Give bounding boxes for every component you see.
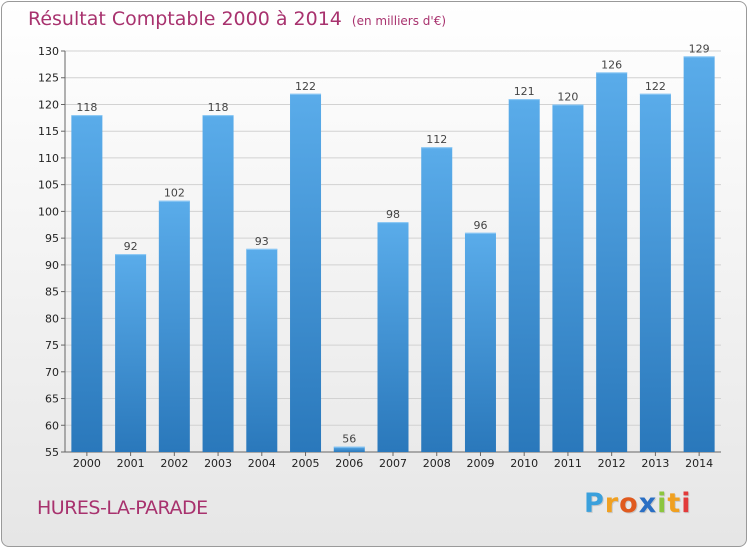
y-tick-label: 100 — [38, 205, 59, 218]
chart-title: Résultat Comptable 2000 à 2014 (en millie… — [28, 8, 446, 30]
y-tick-label: 130 — [38, 45, 59, 58]
x-tick-label: 2010 — [510, 457, 538, 470]
bar — [464, 232, 496, 452]
y-tick-label: 95 — [45, 232, 59, 245]
x-tick-label: 2000 — [73, 457, 101, 470]
x-tick-label: 2008 — [423, 457, 451, 470]
y-tick-label: 85 — [45, 286, 59, 299]
bar-value-label: 122 — [295, 80, 316, 93]
logo-letter: i — [657, 488, 668, 519]
x-tick-label: 2014 — [685, 457, 713, 470]
bar-value-label: 121 — [514, 85, 535, 98]
x-tick-label: 2012 — [598, 457, 626, 470]
bar — [71, 115, 103, 452]
y-tick-label: 115 — [38, 125, 59, 138]
y-tick-label: 75 — [45, 339, 59, 352]
y-tick-label: 125 — [38, 72, 59, 85]
bar-value-label: 112 — [426, 133, 447, 146]
bar-value-label: 98 — [386, 208, 400, 221]
bar-value-label: 118 — [208, 101, 229, 114]
commune-name: HURES-LA-PARADE — [37, 497, 208, 519]
y-tick-label: 110 — [38, 152, 59, 165]
proxiti-logo: Proxiti — [584, 488, 692, 519]
chart-title-text: Résultat Comptable 2000 à 2014 — [28, 8, 342, 30]
x-tick-label: 2011 — [554, 457, 582, 470]
bar — [596, 72, 628, 453]
bar — [115, 254, 147, 452]
bar — [421, 147, 453, 453]
x-tick-label: 2002 — [160, 457, 188, 470]
bar-value-label: 93 — [255, 235, 269, 248]
bar-value-label: 126 — [601, 58, 622, 71]
logo-letter: i — [681, 488, 692, 519]
bar-value-label: 122 — [645, 80, 666, 93]
bar — [158, 200, 190, 452]
bar-value-label: 129 — [689, 42, 710, 55]
logo-letter: r — [604, 488, 620, 519]
x-tick-label: 2006 — [335, 457, 363, 470]
x-tick-label: 2005 — [292, 457, 320, 470]
bar — [377, 222, 409, 452]
bar — [290, 93, 322, 453]
bar — [639, 93, 671, 453]
bar-value-label: 118 — [76, 101, 97, 114]
bar-value-label: 56 — [342, 433, 356, 446]
bar — [333, 446, 365, 452]
logo-letter: t — [667, 488, 682, 519]
y-tick-label: 120 — [38, 98, 59, 111]
bar — [246, 248, 278, 452]
x-tick-label: 2004 — [248, 457, 276, 470]
bar — [508, 99, 540, 453]
y-tick-label: 90 — [45, 259, 59, 272]
bar-value-label: 102 — [164, 187, 185, 200]
bar-value-label: 120 — [557, 90, 578, 103]
bar-value-label: 92 — [124, 240, 138, 253]
y-tick-label: 80 — [45, 312, 59, 325]
bar — [202, 115, 234, 452]
bar-value-label: 96 — [473, 219, 487, 232]
y-tick-label: 55 — [45, 446, 59, 459]
logo-letter: o — [619, 488, 639, 519]
chart-unit: (en milliers d'€) — [351, 14, 447, 28]
bar — [683, 56, 715, 452]
x-tick-label: 2007 — [379, 457, 407, 470]
y-tick-label: 65 — [45, 393, 59, 406]
logo-letter: P — [584, 488, 605, 519]
x-tick-label: 2001 — [117, 457, 145, 470]
y-tick-label: 60 — [45, 419, 59, 432]
y-tick-label: 105 — [38, 179, 59, 192]
x-tick-label: 2003 — [204, 457, 232, 470]
logo-letter: x — [638, 488, 658, 519]
y-tick-label: 70 — [45, 366, 59, 379]
x-tick-label: 2013 — [641, 457, 669, 470]
x-tick-label: 2009 — [466, 457, 494, 470]
bar — [552, 104, 584, 452]
